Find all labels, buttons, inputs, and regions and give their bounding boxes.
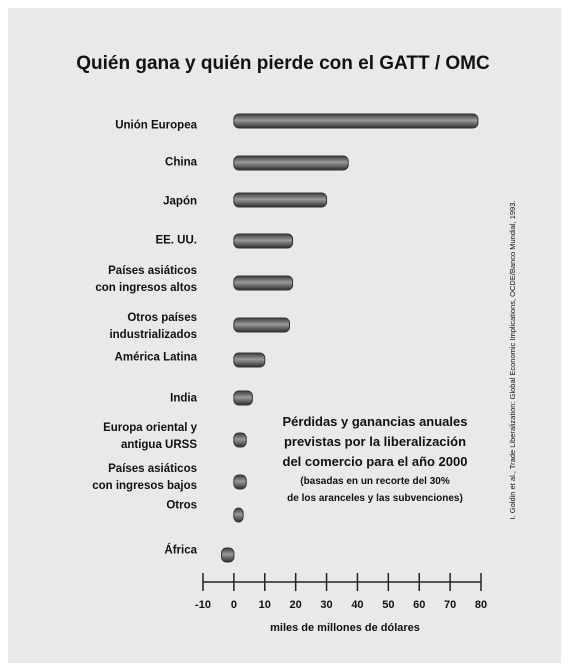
bar bbox=[233, 275, 294, 291]
x-tick-label: 20 bbox=[290, 599, 302, 611]
x-tick-label: 30 bbox=[320, 599, 332, 611]
x-tick-label: 0 bbox=[231, 599, 237, 611]
bar bbox=[233, 317, 290, 333]
y-tick-label: Unión Europea bbox=[115, 119, 197, 132]
chart-title: Quién gana y quién pierde con el GATT / … bbox=[76, 53, 490, 74]
bar bbox=[233, 113, 479, 129]
x-tick-label: 60 bbox=[413, 599, 425, 611]
source-note: I. Goldin et al., Trade Liberalization: … bbox=[508, 201, 517, 520]
x-tick-label: 10 bbox=[259, 599, 271, 611]
bar bbox=[221, 547, 235, 563]
x-axis-label: miles de millones de dólares bbox=[270, 622, 420, 634]
bar bbox=[233, 474, 247, 490]
y-tick-label: China bbox=[165, 156, 197, 169]
x-tick-label: 50 bbox=[382, 599, 394, 611]
y-tick-label: Otros bbox=[166, 499, 197, 512]
bar bbox=[233, 390, 253, 406]
bar bbox=[233, 432, 247, 448]
y-tick-label: América Latina bbox=[114, 351, 197, 364]
y-tick-label: India bbox=[170, 392, 197, 405]
y-tick-label: Países asiáticos con ingresos altos bbox=[95, 265, 197, 294]
annotation-line: Pérdidas y ganancias anuales bbox=[282, 414, 468, 429]
y-tick-label: Japón bbox=[163, 195, 197, 208]
bar bbox=[233, 155, 349, 171]
annotation-line: (basadas en un recorte del 30% bbox=[300, 476, 450, 487]
y-tick-label: Países asiáticos con ingresos bajos bbox=[92, 463, 197, 492]
x-tick-label: 40 bbox=[351, 599, 363, 611]
bar bbox=[233, 352, 266, 368]
bar bbox=[233, 233, 294, 249]
x-tick-label: 80 bbox=[475, 599, 487, 611]
annotation-line: del comercio para el año 2000 bbox=[282, 454, 468, 469]
annotation-line: previstas por la liberalización bbox=[283, 434, 467, 449]
x-tick-label: -10 bbox=[195, 599, 211, 611]
bar bbox=[233, 192, 328, 208]
x-tick-label: 70 bbox=[444, 599, 456, 611]
annotation-line: de los aranceles y las subvenciones) bbox=[287, 493, 463, 504]
y-tick-label: EE. UU. bbox=[155, 234, 197, 247]
y-tick-label: Europa oriental y antigua URSS bbox=[103, 422, 197, 451]
y-tick-label: África bbox=[164, 544, 197, 557]
y-tick-label: Otros países industrializados bbox=[109, 312, 197, 341]
bar bbox=[233, 507, 244, 523]
